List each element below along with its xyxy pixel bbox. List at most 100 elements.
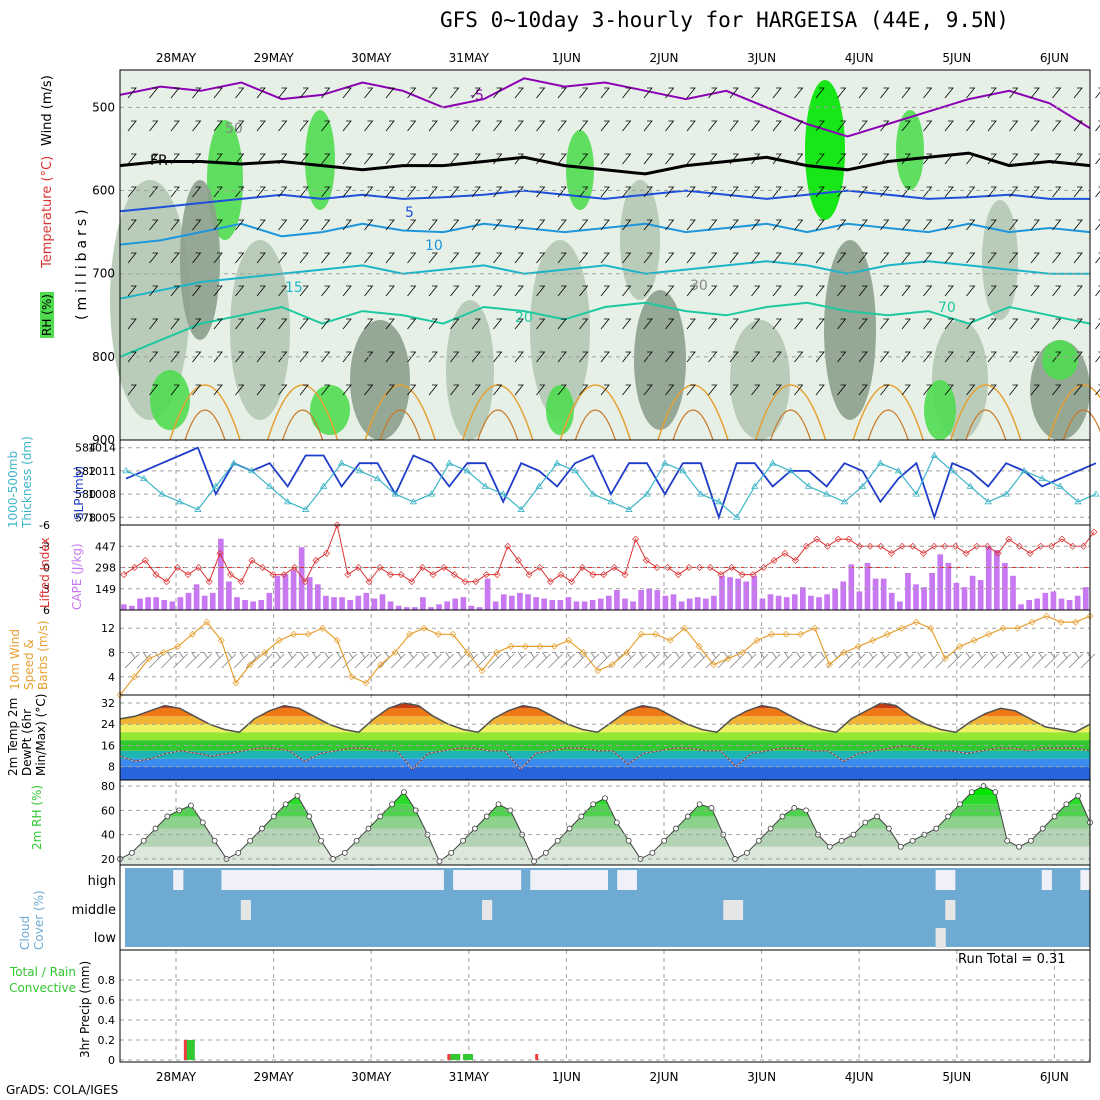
lifted-index-marker — [1005, 535, 1013, 543]
cape-bar — [945, 562, 952, 610]
wind-barb — [987, 285, 997, 297]
cape-bar — [921, 587, 927, 610]
thickness-marker — [858, 482, 867, 489]
wind-barb — [794, 186, 804, 198]
wind-barb — [536, 219, 546, 231]
cape-bar — [565, 597, 572, 610]
rh2m-marker — [542, 849, 549, 856]
wind-barb — [235, 252, 245, 264]
wind10-marker — [1043, 612, 1051, 620]
cape-bar — [1066, 600, 1073, 610]
wind10-marker — [666, 636, 674, 644]
rh2m-marker — [803, 807, 809, 814]
wind-barb — [665, 285, 675, 297]
wind-barb — [342, 120, 352, 132]
wind-barb — [1052, 351, 1062, 363]
cape-bar — [557, 600, 564, 610]
rh-blob — [305, 110, 335, 210]
wind-barb — [772, 384, 782, 396]
cape-bar — [597, 598, 604, 610]
wind-barb — [213, 285, 223, 297]
lifted-index-marker — [482, 571, 490, 579]
cloud-clear-cell — [356, 870, 367, 890]
wind-barb — [729, 351, 739, 363]
lifted-index-marker — [717, 571, 725, 579]
wind-barb — [450, 252, 460, 264]
cloud-clear-cell — [346, 870, 358, 890]
wind10-tick-label: 4 — [108, 671, 115, 684]
cape-bar — [379, 594, 386, 610]
cloud-clear-cell — [289, 870, 300, 890]
rh2m-marker — [282, 801, 289, 808]
wind-barb — [837, 252, 847, 264]
wind-barb — [815, 219, 825, 231]
surface-temp-contour — [754, 384, 827, 441]
wind-barb — [127, 219, 137, 231]
thickness-marker — [301, 505, 310, 512]
wind-barb — [579, 186, 589, 198]
wind-barb — [794, 285, 804, 297]
thickness-tick-label: 584 — [75, 442, 96, 455]
rh-blob — [730, 320, 790, 440]
wind10-barb — [983, 651, 999, 669]
wind-barb — [299, 219, 309, 231]
temp-band — [120, 758, 1090, 767]
rh2m-band — [120, 828, 1090, 847]
wind10-marker — [594, 667, 602, 675]
surface-temp-contour — [672, 409, 714, 441]
wind-barb — [321, 384, 331, 396]
lifted-index-marker — [386, 571, 394, 579]
wind-barb — [342, 384, 352, 396]
wind-barb — [794, 219, 804, 231]
wind10-marker — [883, 630, 891, 638]
wind-barb — [1052, 186, 1062, 198]
cape-bar — [282, 574, 289, 610]
rh2m-marker — [744, 849, 750, 856]
cape-bar — [460, 597, 467, 610]
wind-barb — [966, 384, 976, 396]
cape-bar — [509, 595, 515, 610]
wind10-marker — [637, 630, 645, 638]
thickness-marker — [499, 490, 507, 497]
wind-barb — [321, 120, 331, 132]
cloud-clear-cell — [240, 900, 251, 920]
cape-bar — [355, 595, 362, 610]
wind-barb — [600, 285, 610, 297]
date-label-top: 1JUN — [552, 51, 581, 65]
thickness-marker — [768, 459, 777, 466]
wind-barb — [686, 120, 696, 132]
wind-barb — [901, 252, 911, 264]
wind-barb — [923, 384, 933, 396]
wind-barb — [751, 87, 761, 99]
wind-barb — [600, 318, 610, 330]
rh2m-band — [120, 846, 1090, 865]
wind10-barb — [536, 651, 551, 669]
cape-bar — [1050, 591, 1057, 610]
wind-barb — [1009, 351, 1019, 363]
rh2m-marker — [1039, 825, 1046, 832]
rh2m-marker — [436, 858, 443, 865]
wind-barb — [579, 120, 589, 132]
cape-bar — [969, 575, 976, 610]
cloud-clear-cell — [462, 870, 473, 890]
wind-barb — [514, 285, 524, 297]
lifted-index-marker — [418, 564, 426, 571]
rh2m-marker — [247, 837, 254, 844]
rh2m-marker — [886, 825, 892, 832]
rh2m-marker — [495, 801, 502, 808]
wind10-marker — [1014, 624, 1022, 632]
wind-barb — [772, 252, 782, 264]
precip-tick-label: 0 — [108, 1054, 115, 1067]
wind-barb — [428, 318, 438, 330]
wind10-axis-label: 10m Wind Speed & Barbs (m/s) — [8, 620, 50, 690]
lifted-index-marker — [941, 542, 949, 550]
cape-bar — [832, 588, 838, 610]
lifted-index-marker — [355, 564, 362, 571]
wind10-barb — [1032, 651, 1047, 669]
wind-barb — [686, 87, 696, 99]
cape-bar — [783, 597, 790, 610]
rh2m-marker — [164, 813, 171, 820]
cloud-clear-cell — [404, 870, 415, 890]
wind-barb — [127, 252, 137, 264]
lifted-index-marker — [312, 556, 320, 564]
